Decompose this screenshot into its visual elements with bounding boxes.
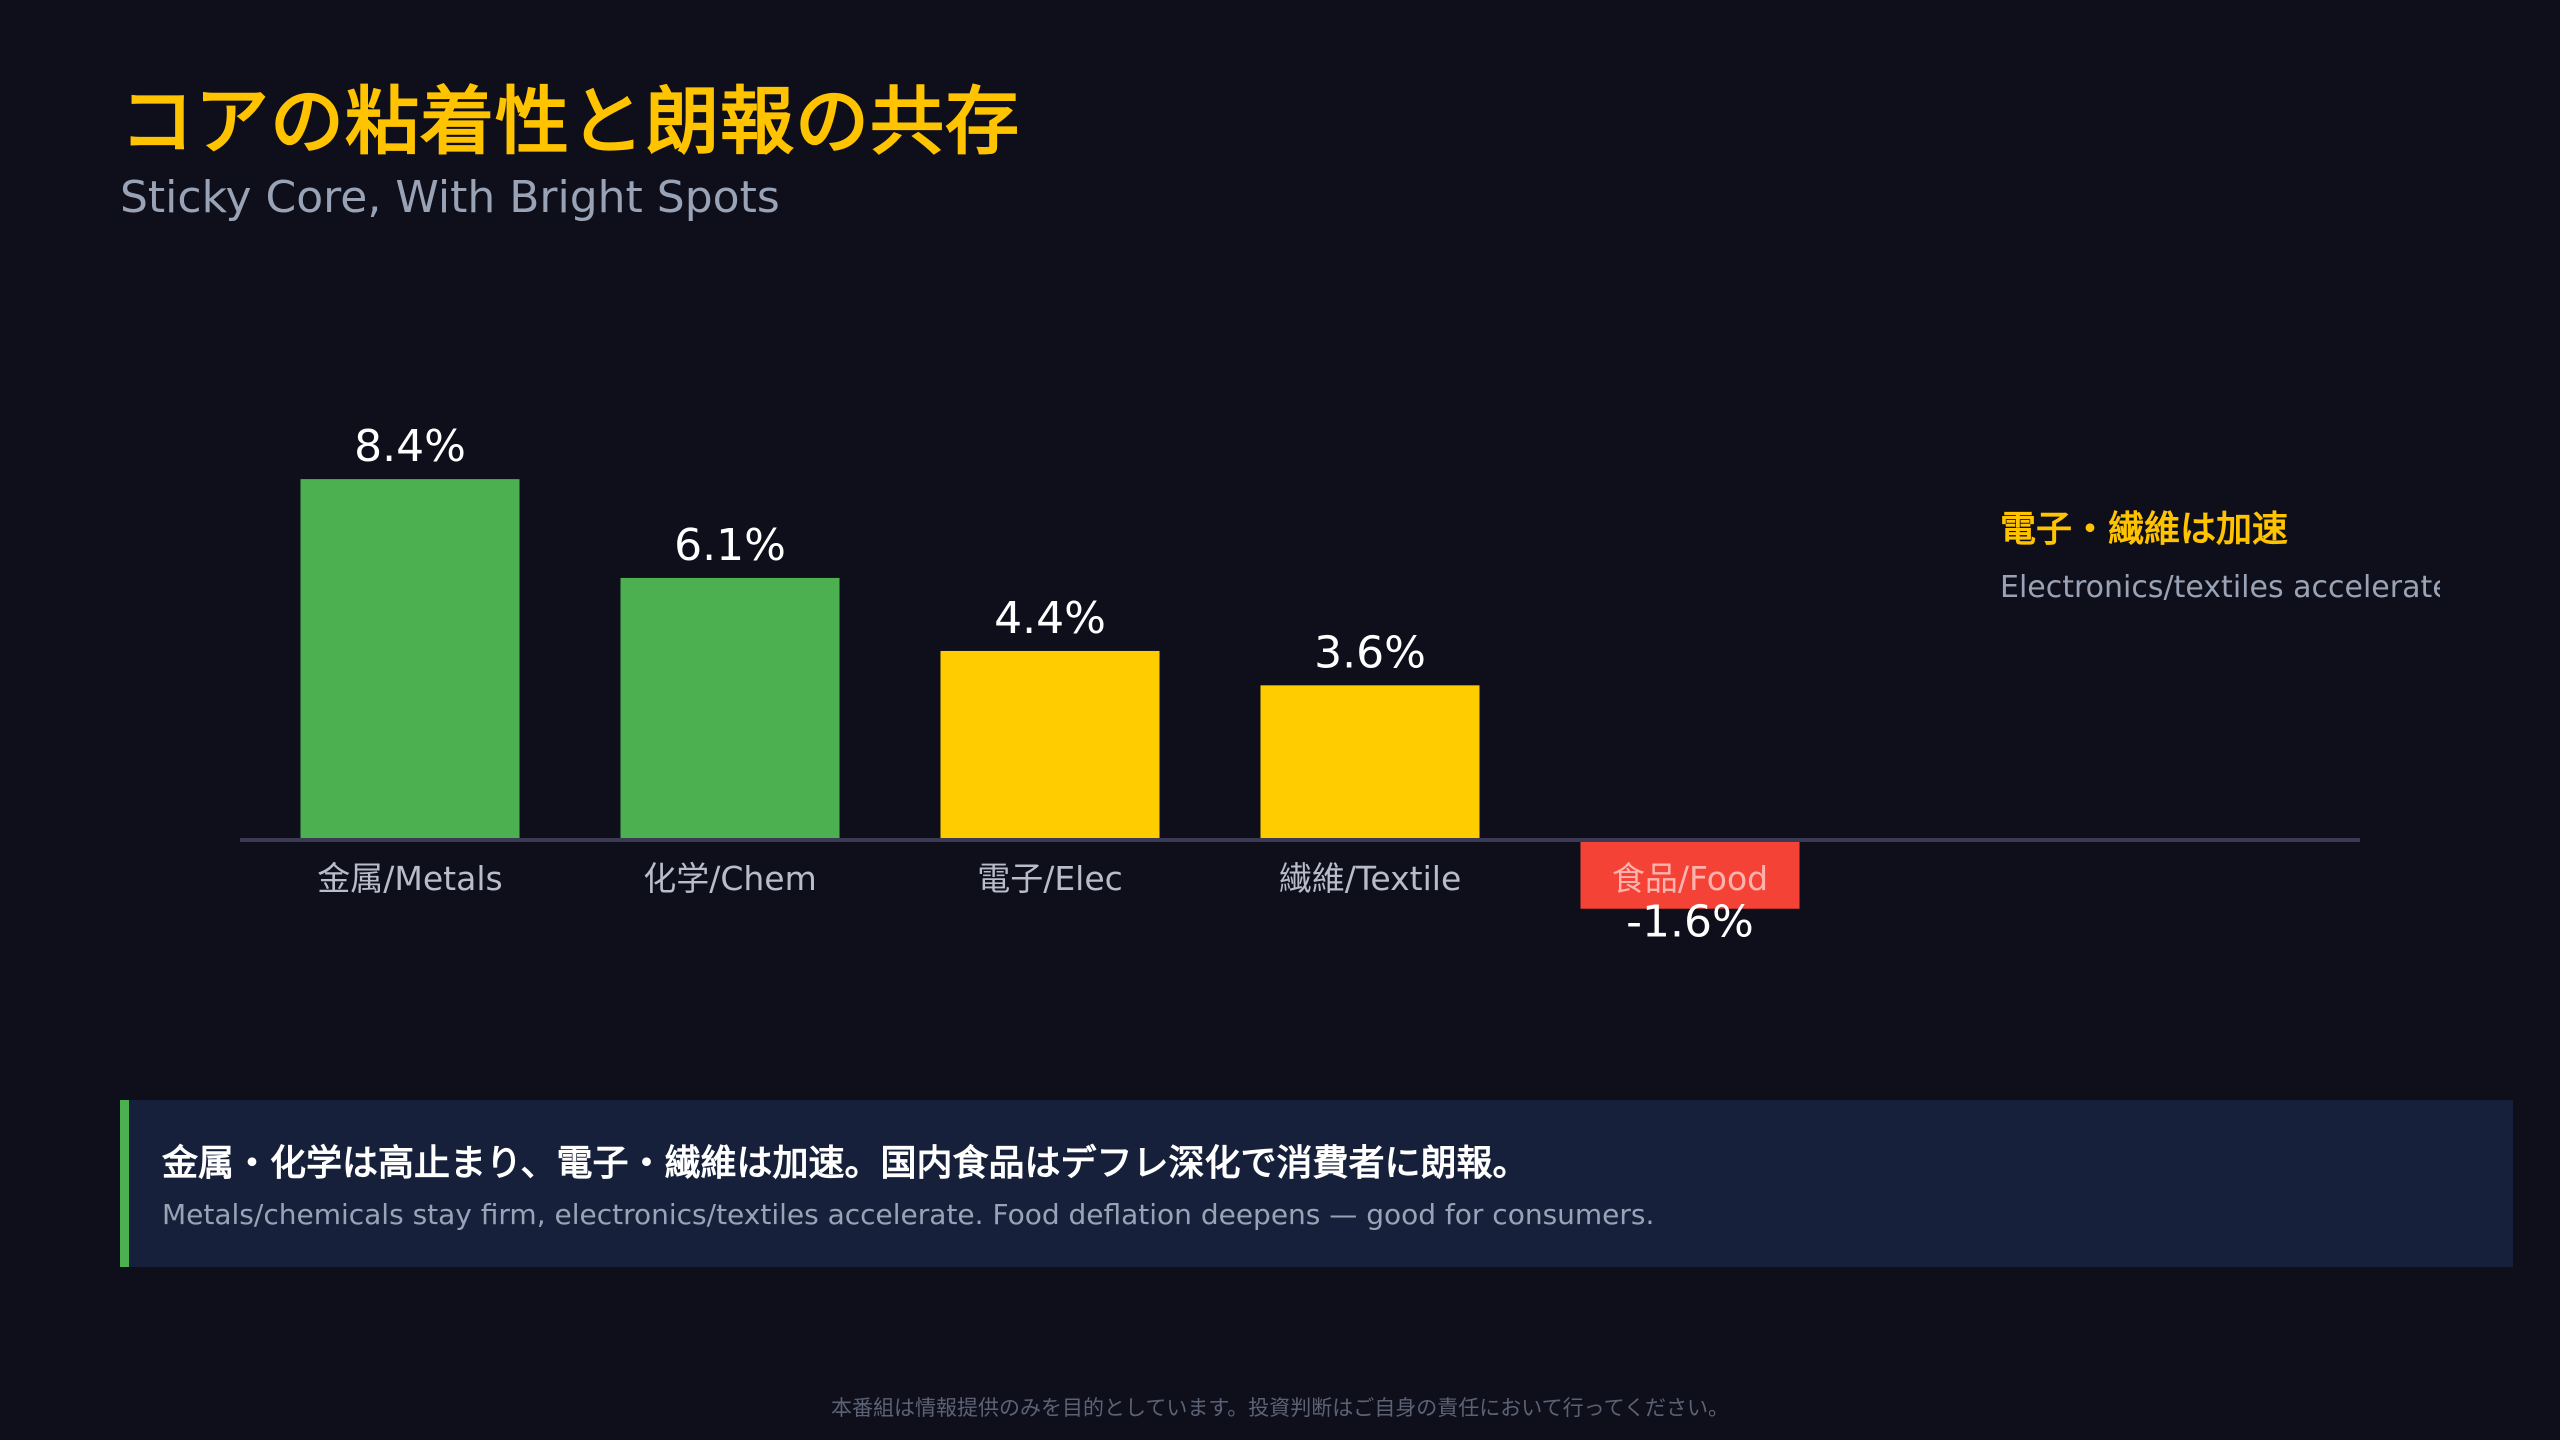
value-label-3: 3.6% (1314, 627, 1426, 678)
value-label-1: 6.1% (674, 520, 786, 571)
annotation-text: Electronics/textiles accelerated (2000, 570, 2440, 605)
value-label-0: 8.4% (354, 421, 466, 472)
bar-0 (300, 479, 520, 840)
summary-headline: 金属・化学は高止まり、電子・繊維は加速。国内食品はデフレ深化で消費者に朗報。 (162, 1143, 1529, 1184)
page-subtitle: Sticky Core, With Bright Spots (120, 172, 780, 223)
value-label-2: 4.4% (994, 593, 1106, 644)
annotation-title: 電子・繊維は加速 (2000, 509, 2289, 550)
bar-4 (1580, 840, 1800, 909)
category-label-4: 食品/Food (1612, 859, 1768, 898)
summary-box: 金属・化学は高止まり、電子・繊維は加速。国内食品はデフレ深化で消費者に朗報。 M… (120, 1100, 2513, 1267)
category-label-3: 繊維/Textile (1279, 859, 1462, 898)
value-label-4: -1.6% (1626, 897, 1754, 948)
summary-text: Metals/chemicals stay firm, electronics/… (162, 1198, 1655, 1231)
bar-2 (940, 650, 1160, 840)
category-label-0: 金属/Metals (317, 859, 502, 898)
category-label-1: 化学/Chem (643, 859, 817, 898)
chart-annotation: 電子・繊維は加速 Electronics/textiles accelerate… (2000, 500, 2440, 605)
category-label-2: 電子/Elec (977, 859, 1123, 898)
bar-chart: 金属/Metals 8.4% 化学/Chem 6.1% 電子/Elec 4.4% 繊維/Te… (240, 421, 2360, 948)
bar-1 (620, 577, 840, 840)
page-title: コアの粘着性と朗報の共存 (120, 79, 1020, 165)
bar-3 (1260, 685, 1480, 840)
disclaimer: 本番組は情報提供のみを目的としています。投資判断はご自身の責任において行ってくだ… (831, 1396, 1729, 1420)
